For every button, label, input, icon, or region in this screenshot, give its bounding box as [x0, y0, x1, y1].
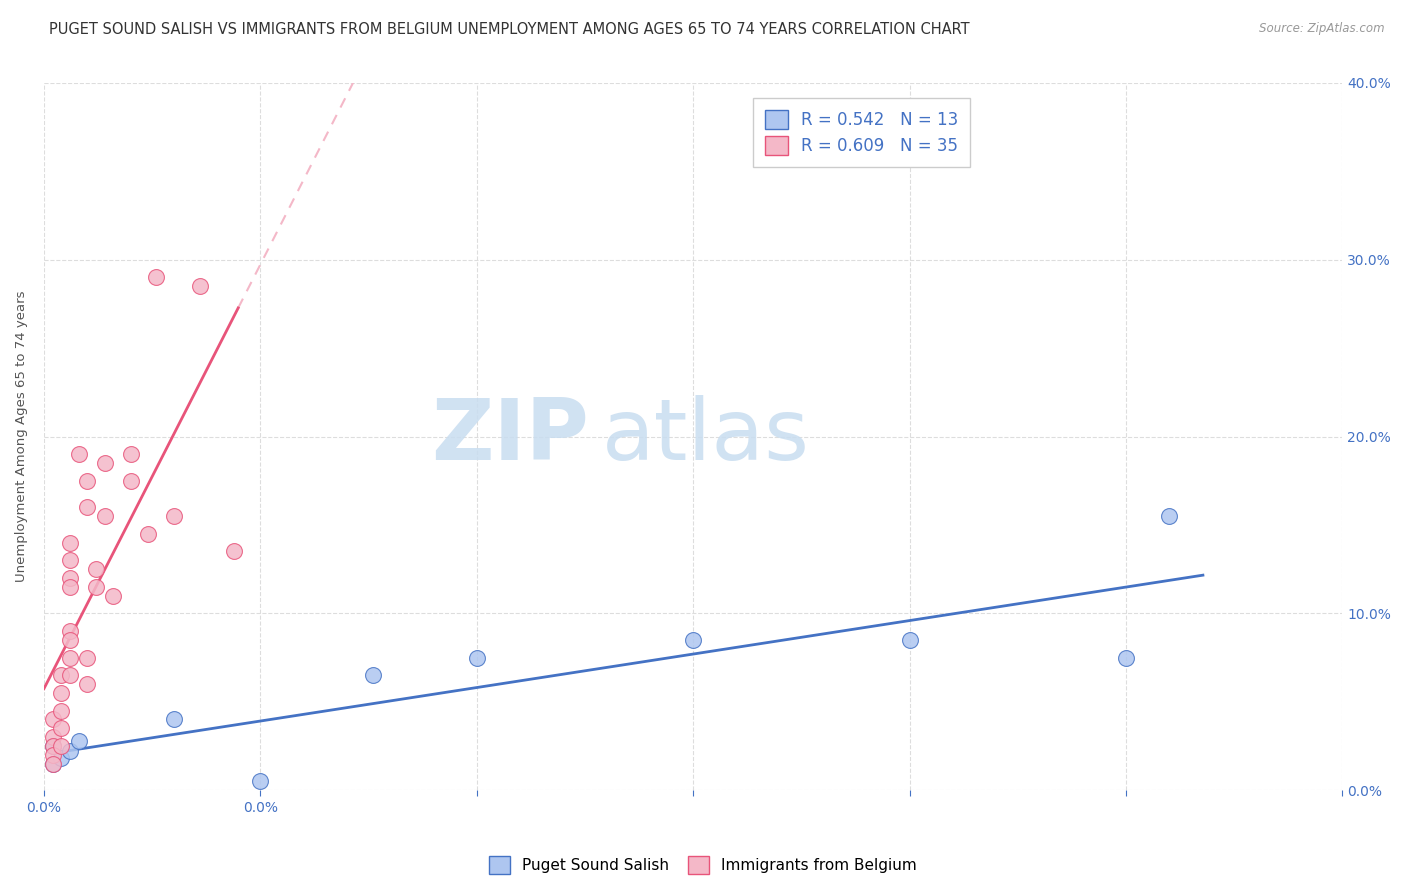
Point — [163, 713, 186, 727]
Point — [51, 668, 73, 682]
Point — [361, 668, 384, 682]
Point — [120, 447, 142, 461]
Point — [41, 739, 63, 753]
Point — [76, 474, 98, 488]
Y-axis label: Unemployment Among Ages 65 to 74 years: Unemployment Among Ages 65 to 74 years — [15, 291, 28, 582]
Point — [465, 650, 488, 665]
Point — [51, 751, 73, 765]
Point — [51, 739, 73, 753]
Point — [41, 713, 63, 727]
Point — [682, 632, 704, 647]
Point — [59, 553, 82, 567]
Point — [76, 650, 98, 665]
Point — [59, 668, 82, 682]
Point — [41, 739, 63, 753]
Text: PUGET SOUND SALISH VS IMMIGRANTS FROM BELGIUM UNEMPLOYMENT AMONG AGES 65 TO 74 Y: PUGET SOUND SALISH VS IMMIGRANTS FROM BE… — [49, 22, 970, 37]
Point — [59, 535, 82, 549]
Point — [163, 509, 186, 524]
Point — [59, 624, 82, 638]
Point — [93, 456, 115, 470]
Point — [1159, 509, 1181, 524]
Point — [103, 589, 125, 603]
Point — [76, 500, 98, 515]
Point — [898, 632, 921, 647]
Point — [59, 571, 82, 585]
Point — [41, 756, 63, 771]
Point — [59, 744, 82, 758]
Point — [59, 650, 82, 665]
Point — [76, 677, 98, 691]
Point — [41, 756, 63, 771]
Point — [136, 526, 159, 541]
Point — [51, 704, 73, 718]
Point — [145, 270, 167, 285]
Point — [51, 686, 73, 700]
Point — [224, 544, 246, 558]
Point — [249, 774, 271, 789]
Text: atlas: atlas — [602, 395, 810, 478]
Point — [120, 474, 142, 488]
Legend: Puget Sound Salish, Immigrants from Belgium: Puget Sound Salish, Immigrants from Belg… — [482, 850, 924, 880]
Point — [67, 447, 90, 461]
Point — [93, 509, 115, 524]
Point — [67, 733, 90, 747]
Point — [84, 562, 107, 576]
Point — [84, 580, 107, 594]
Text: Source: ZipAtlas.com: Source: ZipAtlas.com — [1260, 22, 1385, 36]
Point — [188, 279, 211, 293]
Point — [41, 747, 63, 762]
Point — [59, 632, 82, 647]
Text: ZIP: ZIP — [432, 395, 589, 478]
Point — [41, 730, 63, 744]
Point — [59, 580, 82, 594]
Point — [51, 721, 73, 735]
Point — [1115, 650, 1137, 665]
Legend: R = 0.542   N = 13, R = 0.609   N = 35: R = 0.542 N = 13, R = 0.609 N = 35 — [754, 98, 970, 167]
